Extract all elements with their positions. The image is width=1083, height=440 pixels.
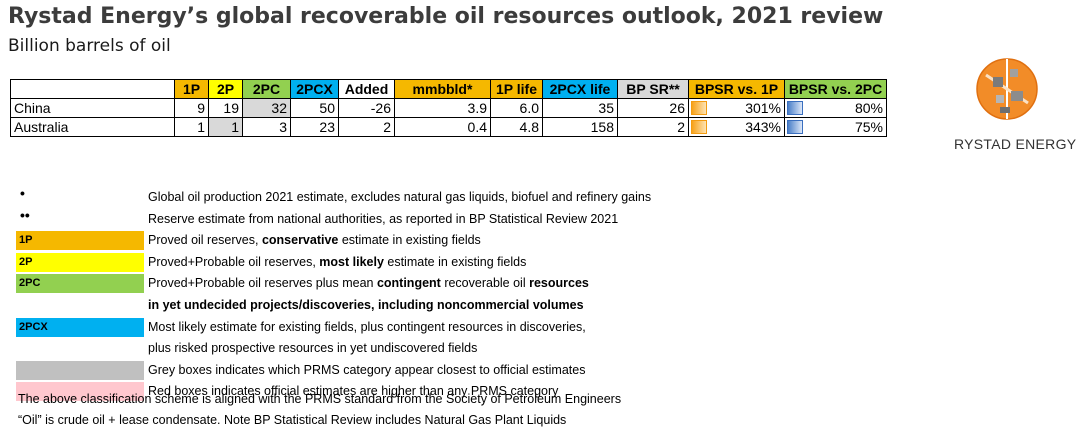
footer-note-1: The above classification scheme is align… (18, 392, 622, 406)
data-bar (691, 120, 707, 134)
table-cell: 2 (617, 117, 689, 137)
table-cell: 158 (542, 117, 618, 137)
logo-text: RYSTAD ENERGY (954, 136, 1077, 152)
legend-text: Reserve estimate from national authoriti… (148, 211, 619, 226)
legend-swatch: 2PC (16, 274, 144, 294)
column-header: 2PC (242, 79, 291, 99)
footer-note-2: “Oil” is crude oil + lease condensate. N… (18, 413, 567, 427)
column-header: BP SR** (617, 79, 689, 99)
table-cell: 343% (688, 117, 785, 137)
legend-text: Proved+Probable oil reserves, most likel… (148, 254, 527, 269)
table-cell: 4.8 (490, 117, 543, 137)
table-cell: 1 (174, 117, 209, 137)
table-cell: 0.4 (394, 117, 491, 137)
column-header: 1P (174, 79, 209, 99)
table-cell: 2 (338, 117, 395, 137)
column-header: mmbbld* (394, 79, 491, 99)
table-cell: 75% (784, 117, 887, 137)
data-label: 301% (745, 100, 781, 116)
column-header: BPSR vs. 2PC (784, 79, 887, 99)
column-header: 2PCX (290, 79, 339, 99)
legend-text: Proved+Probable oil reserves plus mean c… (148, 276, 589, 291)
legend-swatch (16, 360, 144, 380)
rystad-logo-icon (976, 58, 1038, 120)
legend-text: in yet undecided projects/discoveries, i… (148, 297, 584, 312)
legend-text: Proved oil reserves, conservative estima… (148, 233, 481, 248)
data-label: 80% (854, 100, 883, 116)
table-row: China 9 19 32 50 -26 3.9 6.0 35 26 301% 80% (10, 98, 887, 118)
table-cell: -26 (338, 98, 395, 118)
header-blank (10, 79, 175, 99)
table-cell: 80% (784, 98, 887, 118)
chart-subtitle: Billion barrels of oil (8, 36, 171, 56)
row-label: Australia (10, 117, 175, 137)
legend-text: Most likely estimate for existing fields… (148, 319, 586, 334)
table-cell: 23 (290, 117, 339, 137)
legend-text: Grey boxes indicates which PRMS category… (148, 362, 586, 377)
table-cell: 3.9 (394, 98, 491, 118)
legend-swatch: 2P (16, 252, 144, 272)
legend-text: Global oil production 2021 estimate, exc… (148, 190, 652, 204)
column-header: 2PCX life (542, 79, 618, 99)
chart-title: Rystad Energy’s global recoverable oil r… (8, 4, 884, 29)
column-header: Added (338, 79, 395, 99)
table-row: Australia 1 1 3 23 2 0.4 4.8 158 2 343% 75% (10, 117, 887, 137)
reserves-table: 1P 2P 2PC 2PCX Added mmbbld* 1P life 2PCX life B… (10, 79, 887, 137)
column-header: BPSR vs. 1P (688, 79, 785, 99)
table-cell: 301% (688, 98, 785, 118)
table-cell: 3 (242, 117, 291, 137)
data-bar (787, 101, 803, 115)
row-label: China (10, 98, 175, 118)
column-header: 2P (208, 79, 243, 99)
legend-swatch: 1P (16, 231, 144, 251)
legend-marker: • (20, 185, 25, 201)
table-cell: 9 (174, 98, 209, 118)
legend-swatch (16, 382, 144, 402)
table-cell: 26 (617, 98, 689, 118)
legend-swatch: 2PCX (16, 317, 144, 337)
data-label: 75% (854, 119, 883, 135)
table-cell: 50 (290, 98, 339, 118)
data-bar (787, 120, 803, 134)
header-row: 1P 2P 2PC 2PCX Added mmbbld* 1P life 2PCX life B… (10, 79, 887, 99)
data-bar (691, 101, 707, 115)
table-cell: 32 (242, 98, 291, 118)
legend-text: Red boxes indicates official estimates a… (148, 384, 559, 399)
table-cell: 1 (208, 117, 243, 137)
table-cell: 19 (208, 98, 243, 118)
column-header: 1P life (490, 79, 543, 99)
table-cell: 35 (542, 98, 618, 118)
legend-marker: •• (20, 206, 30, 223)
table-cell: 6.0 (490, 98, 543, 118)
legend-text: plus risked prospective resources in yet… (148, 341, 478, 356)
data-label: 343% (745, 119, 781, 135)
